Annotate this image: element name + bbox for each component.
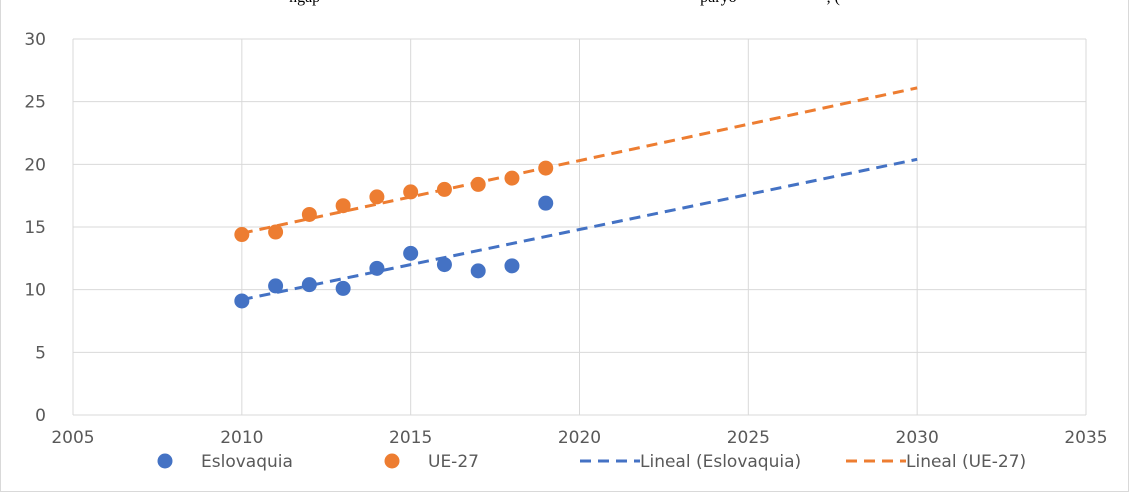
y-tick-label: 10 [24, 281, 46, 301]
x-tick-label: 2025 [727, 428, 770, 448]
data-point [403, 245, 419, 261]
legend-label: UE-27 [428, 452, 479, 472]
data-point [369, 260, 385, 276]
legend-label: Lineal (UE-27) [906, 452, 1026, 472]
cropped-caption: ngapparyo, ( [0, 0, 1129, 7]
data-point [301, 206, 317, 222]
legend-label: Lineal (Eslovaquia) [640, 452, 801, 472]
legend-marker [157, 453, 173, 469]
y-tick-label: 30 [24, 30, 46, 50]
y-tick-label: 20 [24, 155, 46, 175]
data-point [369, 189, 385, 205]
y-tick-label: 5 [35, 343, 46, 363]
data-point [504, 258, 520, 274]
y-tick-label: 0 [35, 406, 46, 426]
y-tick-label: 15 [24, 218, 46, 238]
data-point [234, 293, 250, 309]
data-point [335, 280, 351, 296]
legend-label: Eslovaquia [201, 452, 293, 472]
data-point [436, 257, 452, 273]
y-tick-label: 25 [24, 93, 46, 113]
data-point [470, 263, 486, 279]
data-point [234, 227, 250, 243]
trendline [241, 86, 918, 235]
data-point [538, 160, 554, 176]
data-point [268, 278, 284, 294]
trendline [241, 157, 918, 302]
data-point [538, 195, 554, 211]
data-point [403, 184, 419, 200]
x-tick-label: 2020 [558, 428, 601, 448]
data-point [268, 224, 284, 240]
x-tick-label: 2010 [220, 428, 263, 448]
x-tick-label: 2030 [896, 428, 939, 448]
data-point [504, 170, 520, 186]
data-point [301, 277, 317, 293]
data-point [436, 181, 452, 197]
x-tick-label: 2035 [1064, 428, 1107, 448]
x-tick-label: 2005 [51, 428, 94, 448]
legend-marker [384, 453, 400, 469]
data-point [470, 176, 486, 192]
data-point [335, 198, 351, 214]
x-tick-label: 2015 [389, 428, 432, 448]
